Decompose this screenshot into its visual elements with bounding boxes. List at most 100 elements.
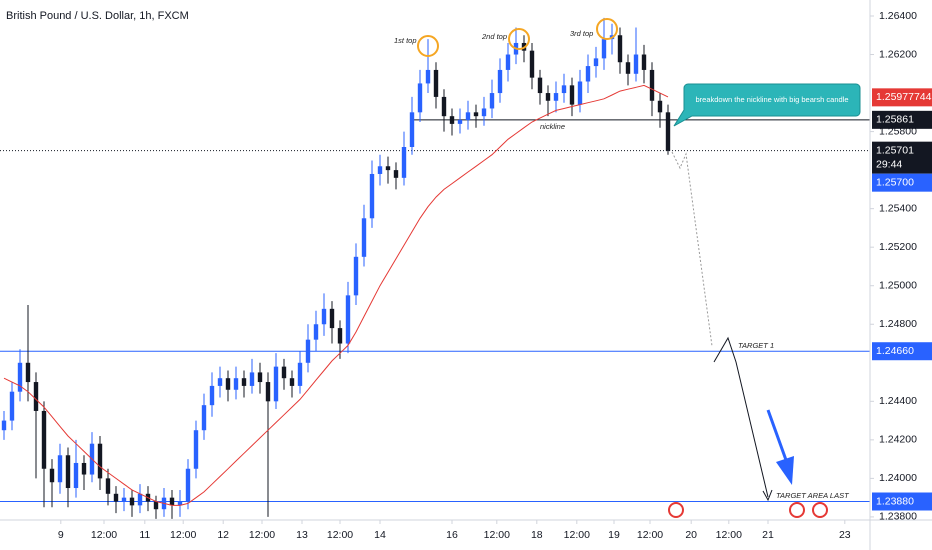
candle-body	[505, 54, 511, 70]
candle-body	[57, 455, 63, 483]
candle-body	[233, 378, 239, 390]
candle-body	[201, 405, 207, 431]
x-tick-label: 19	[608, 529, 620, 541]
candle-body	[273, 366, 279, 402]
callout-box	[673, 83, 861, 127]
candle-body	[473, 112, 479, 117]
candle-body	[617, 35, 623, 63]
x-tick-label: 12:00	[249, 529, 275, 541]
top-marker	[417, 35, 439, 57]
candle-body	[65, 455, 71, 489]
candle-body	[537, 77, 543, 94]
top-marker	[596, 18, 618, 40]
candle-body	[49, 468, 55, 483]
candle-body	[665, 112, 671, 151]
candle-body	[17, 362, 23, 392]
x-tick-label: 21	[762, 529, 774, 541]
x-tick-label: 12:00	[327, 529, 353, 541]
candle-body	[217, 378, 223, 386]
candle-body	[657, 100, 663, 113]
y-tick-label: 1.24200	[879, 434, 917, 446]
x-tick-label: 13	[296, 529, 308, 541]
x-tick-label: 18	[531, 529, 543, 541]
y-tick-label: 1.25200	[879, 241, 917, 253]
plot-area	[0, 17, 870, 519]
candle-body	[297, 362, 303, 386]
candle-body	[105, 478, 111, 494]
x-tick-label: 11	[139, 529, 150, 541]
candle-body	[241, 378, 247, 386]
candle-body	[345, 295, 351, 344]
candle-body	[129, 497, 135, 506]
countdown: 29:44	[876, 158, 902, 170]
candle-body	[369, 173, 375, 219]
candle-body	[425, 69, 431, 84]
last-price-badge	[872, 141, 932, 174]
candle-body	[649, 69, 655, 101]
blue-arrow-head	[776, 456, 794, 485]
candle-body	[641, 54, 647, 70]
price-badge-label: 1.23880	[876, 495, 914, 507]
target-path	[713, 336, 769, 498]
annotation: TARGET AREA LAST	[776, 491, 850, 500]
candle-body	[177, 501, 183, 506]
y-tick-label: 1.25400	[879, 202, 917, 214]
candle-body	[417, 83, 423, 113]
candle-body	[457, 120, 463, 124]
x-tick-label: 12:00	[170, 529, 196, 541]
price-badge-label: 1.24660	[876, 345, 914, 357]
event-icon[interactable]	[789, 502, 805, 518]
bid-label: 1.25700	[876, 176, 914, 188]
moving-average	[3, 84, 669, 506]
candle-body	[169, 497, 175, 506]
event-icon[interactable]	[668, 502, 684, 518]
candle-body	[97, 443, 103, 479]
projection-path	[671, 151, 713, 347]
candle-body	[593, 58, 599, 67]
candle-body	[25, 362, 31, 383]
candle-body	[353, 256, 359, 296]
y-tick-label: 1.23800	[879, 511, 917, 523]
candle-body	[9, 391, 15, 421]
chart-title: British Pound / U.S. Dollar, 1h, FXCM	[6, 10, 189, 22]
y-tick-label: 1.25000	[879, 280, 917, 292]
candle-body	[41, 410, 47, 469]
candle-body	[185, 468, 191, 502]
price-badge	[872, 88, 932, 107]
arrow-head	[762, 489, 773, 502]
x-tick-label: 12:00	[637, 529, 663, 541]
candle-body	[313, 324, 319, 340]
candle-body	[577, 81, 583, 105]
candle-body	[585, 66, 591, 82]
candle-body	[281, 366, 287, 379]
blue-arrow	[766, 409, 788, 461]
x-tick-label: 23	[839, 529, 851, 541]
candle-body	[601, 39, 607, 59]
candle-body	[449, 116, 455, 124]
candle-body	[569, 85, 575, 105]
x-tick-label: 12:00	[716, 529, 742, 541]
top-marker	[508, 28, 530, 50]
candle-body	[393, 170, 399, 178]
candle-body	[329, 308, 335, 329]
annotation: TARGET 1	[738, 341, 774, 350]
last-price-label: 1.25701	[876, 144, 914, 156]
candle-body	[81, 462, 87, 475]
y-tick-label: 1.26200	[879, 48, 917, 60]
candle-body	[33, 382, 39, 411]
candle-body	[545, 93, 551, 101]
x-tick-label: 9	[58, 529, 64, 541]
candle-body	[265, 382, 271, 402]
candle-body	[137, 493, 143, 506]
candle-body	[1, 420, 7, 431]
annotation: 2nd top	[481, 32, 507, 41]
candle-body	[465, 112, 471, 121]
x-tick-label: 20	[685, 529, 697, 541]
x-tick-label: 12	[217, 529, 229, 541]
annotation: nickline	[540, 122, 565, 131]
event-icon[interactable]	[812, 502, 828, 518]
candle-body	[209, 385, 215, 406]
candle-body	[289, 378, 295, 386]
candle-body	[73, 462, 79, 489]
x-tick-label: 12:00	[484, 529, 510, 541]
